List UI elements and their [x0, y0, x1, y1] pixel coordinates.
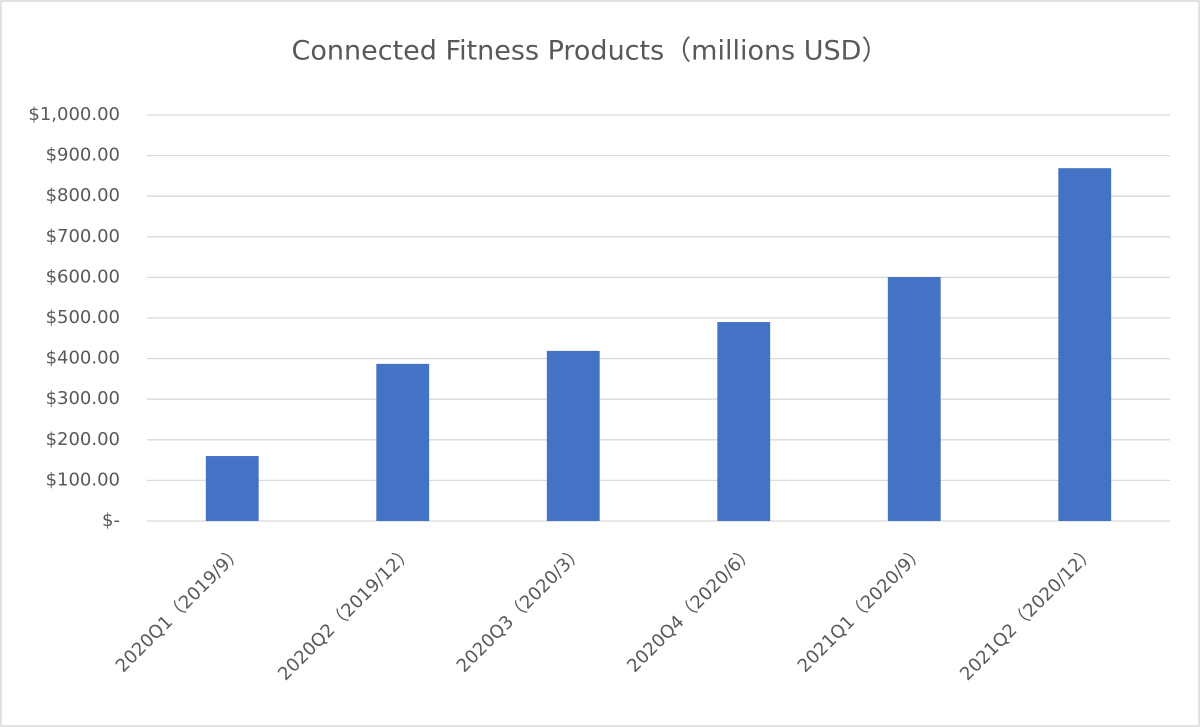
- y-tick-label: $400.00: [46, 348, 120, 369]
- y-tick-label: $600.00: [46, 266, 120, 287]
- y-tick-label: $700.00: [46, 226, 120, 247]
- chart-title: Connected Fitness Products（millions USD）: [292, 36, 889, 67]
- y-tick-label: $200.00: [46, 429, 120, 450]
- bar: [205, 456, 259, 521]
- y-tick-label: $500.00: [46, 307, 120, 328]
- y-tick-label: $1,000.00: [28, 104, 120, 125]
- y-tick-label: $100.00: [46, 469, 120, 490]
- bar: [376, 363, 430, 521]
- y-tick-label: $300.00: [46, 388, 120, 409]
- bar: [887, 276, 941, 521]
- bar: [717, 322, 771, 521]
- y-tick-label: $-: [102, 510, 120, 531]
- y-tick-label: $800.00: [46, 185, 120, 206]
- y-tick-label: $900.00: [46, 145, 120, 166]
- bar: [1058, 168, 1112, 521]
- bar: [546, 350, 600, 521]
